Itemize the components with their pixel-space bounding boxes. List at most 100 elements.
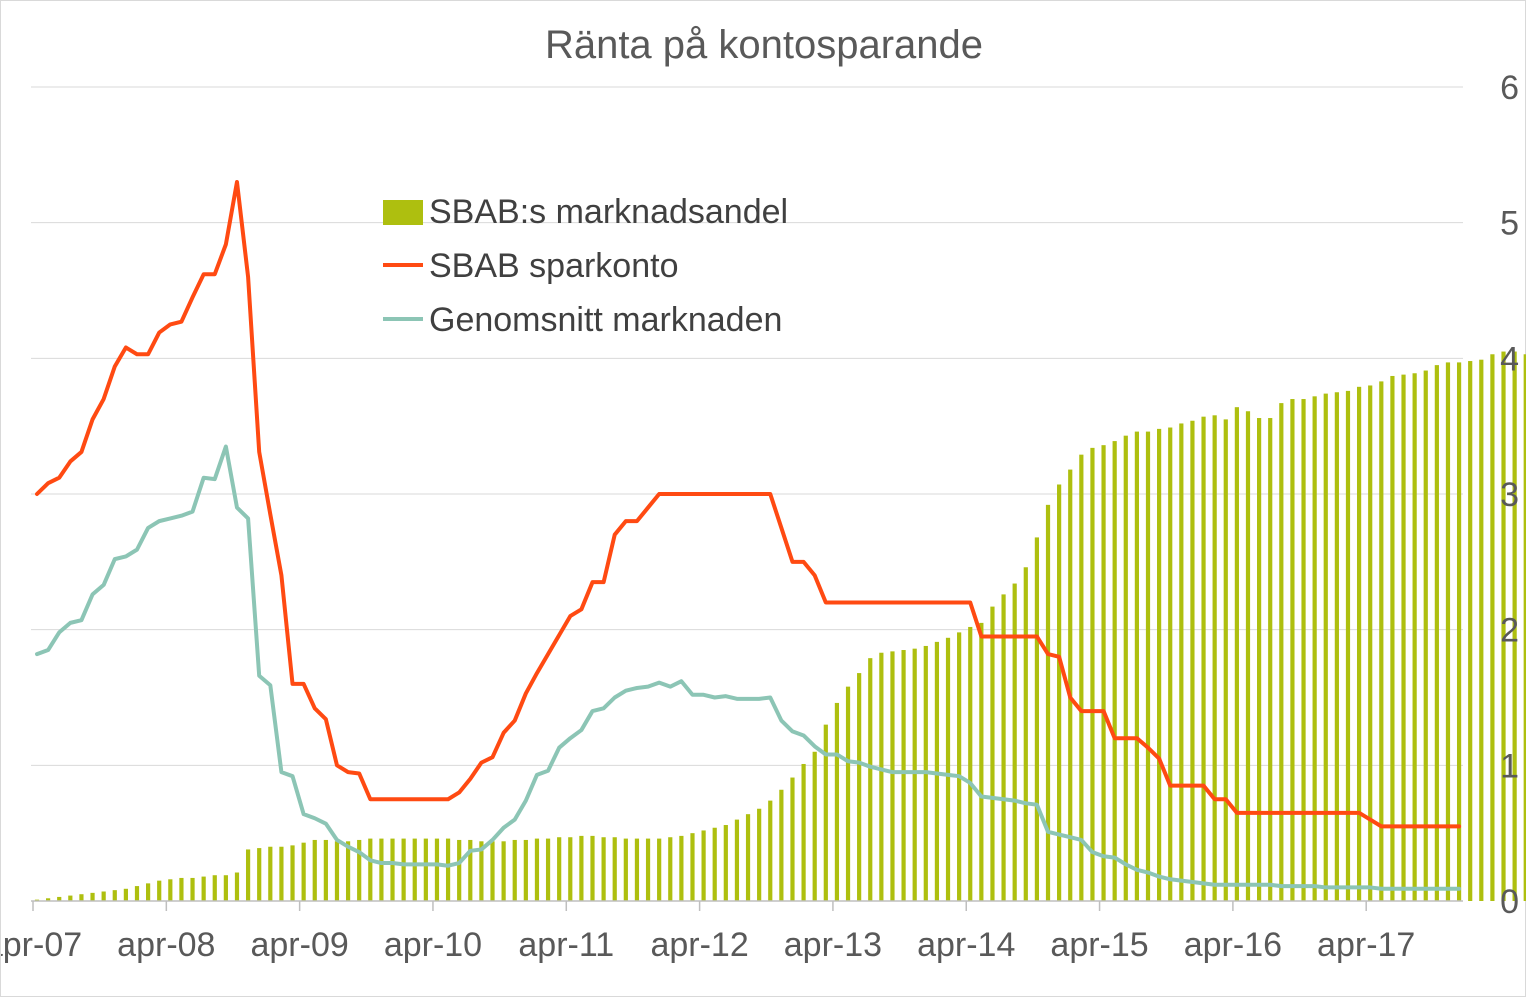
bar bbox=[645, 838, 651, 901]
bar bbox=[812, 751, 817, 901]
bar bbox=[1234, 407, 1239, 901]
bar bbox=[123, 888, 128, 901]
bar bbox=[279, 846, 284, 901]
bar bbox=[1090, 447, 1095, 901]
bar bbox=[1356, 386, 1362, 901]
bar bbox=[857, 673, 862, 901]
bar bbox=[934, 641, 940, 901]
bar bbox=[1379, 381, 1384, 901]
bar bbox=[1268, 418, 1273, 901]
bar bbox=[723, 825, 728, 901]
bar bbox=[1323, 393, 1328, 901]
line-series bbox=[35, 179, 1462, 891]
bar bbox=[734, 819, 740, 901]
x-tick-label: apr-09 bbox=[250, 926, 348, 964]
y-tick-label: 4 bbox=[1500, 340, 1519, 378]
bar bbox=[190, 877, 195, 901]
bar bbox=[579, 835, 584, 901]
bar bbox=[1334, 392, 1339, 901]
x-tick-label: apr-17 bbox=[1317, 926, 1415, 964]
bar bbox=[868, 658, 873, 901]
bar bbox=[379, 838, 384, 901]
bar bbox=[301, 842, 306, 901]
bar bbox=[1157, 428, 1162, 901]
bar bbox=[1501, 351, 1506, 901]
x-tick-label: apr-14 bbox=[917, 926, 1015, 964]
axes: 0 1 2 3 4 5 6 apr-07 apr-08 apr-09 apr-10 apr-11 apr… bbox=[1, 69, 1519, 964]
bar bbox=[1479, 359, 1484, 901]
bar bbox=[823, 724, 828, 901]
y-tick-label: 0 bbox=[1500, 883, 1519, 921]
bar bbox=[990, 606, 995, 901]
bar bbox=[323, 839, 328, 901]
bar bbox=[257, 848, 262, 901]
bar bbox=[634, 838, 640, 901]
bar bbox=[545, 838, 551, 901]
bar bbox=[401, 838, 406, 901]
bar bbox=[168, 879, 173, 901]
bar bbox=[368, 838, 373, 901]
bar bbox=[657, 838, 662, 901]
bar bbox=[423, 838, 428, 901]
legend-swatch-marknadsandel bbox=[383, 200, 423, 225]
bar bbox=[979, 622, 984, 901]
bar bbox=[1212, 415, 1217, 901]
x-tick-label: apr-15 bbox=[1050, 926, 1148, 964]
bar bbox=[412, 838, 417, 901]
bar bbox=[957, 632, 962, 901]
bar bbox=[1001, 594, 1006, 901]
bar-series-marknadsandel bbox=[34, 351, 1526, 902]
bar bbox=[890, 651, 895, 901]
bar bbox=[457, 839, 462, 901]
x-tick-label: apr-10 bbox=[384, 926, 482, 964]
bar bbox=[1512, 351, 1517, 901]
bar bbox=[879, 652, 884, 901]
bar bbox=[46, 898, 51, 901]
bar bbox=[534, 838, 540, 901]
bar bbox=[79, 894, 84, 901]
y-tick-label: 5 bbox=[1500, 205, 1519, 243]
bar bbox=[1023, 567, 1028, 901]
bar bbox=[1179, 423, 1184, 901]
bar bbox=[1368, 385, 1373, 901]
bar bbox=[1012, 583, 1017, 901]
bar bbox=[1445, 362, 1451, 901]
x-tick-label: apr-07 bbox=[1, 926, 82, 964]
bar bbox=[1390, 375, 1395, 902]
bar bbox=[1068, 469, 1073, 901]
bar bbox=[1312, 396, 1317, 901]
bar bbox=[179, 877, 184, 901]
bar bbox=[1079, 454, 1084, 901]
bar bbox=[701, 830, 706, 901]
bar bbox=[1045, 504, 1051, 901]
bar bbox=[790, 777, 795, 901]
bar bbox=[1257, 418, 1262, 901]
bar bbox=[90, 892, 95, 901]
x-tick-label: apr-11 bbox=[518, 926, 614, 964]
bar bbox=[745, 814, 751, 901]
bar bbox=[1223, 419, 1228, 901]
bar bbox=[234, 872, 240, 901]
bar bbox=[1412, 373, 1417, 901]
legend-label-sparkonto: SBAB sparkonto bbox=[429, 247, 678, 285]
bar bbox=[312, 839, 317, 901]
bar bbox=[134, 886, 140, 901]
bar bbox=[1523, 354, 1526, 902]
bar bbox=[912, 648, 917, 901]
bar bbox=[1168, 427, 1173, 901]
bar bbox=[557, 837, 562, 901]
bar bbox=[1434, 365, 1439, 901]
bar bbox=[612, 837, 617, 901]
y-tick-label: 3 bbox=[1500, 476, 1519, 514]
y-tick-label: 2 bbox=[1500, 612, 1519, 650]
bar bbox=[334, 841, 340, 901]
bar bbox=[1101, 445, 1106, 901]
bar bbox=[157, 880, 162, 901]
bar bbox=[1468, 361, 1473, 902]
bar bbox=[1057, 484, 1062, 901]
x-tick-label: apr-16 bbox=[1184, 926, 1282, 964]
bar bbox=[679, 835, 684, 901]
bar bbox=[223, 875, 228, 901]
bar bbox=[512, 839, 517, 901]
bar bbox=[1345, 390, 1351, 901]
